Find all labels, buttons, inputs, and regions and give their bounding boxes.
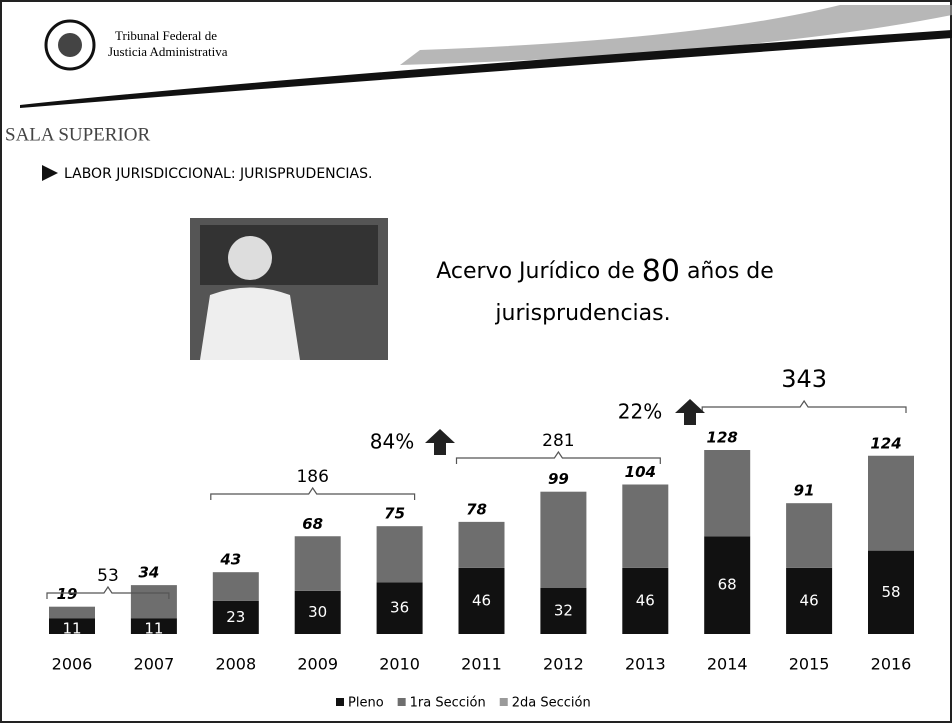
segment-label: 58 <box>881 583 900 601</box>
segment-label: 68 <box>718 576 737 594</box>
segment-label: 46 <box>636 591 655 609</box>
segment-label: 46 <box>472 591 491 609</box>
legend-label: 2da Sección <box>512 696 591 711</box>
total-label: 68 <box>302 515 323 533</box>
x-tick-label: 2008 <box>215 655 256 674</box>
total-label: 75 <box>384 505 405 523</box>
headline-line1: Acervo Jurídico de 80 años de <box>436 254 774 289</box>
bar-segment <box>458 521 505 568</box>
photo-body <box>200 287 300 360</box>
total-label: 128 <box>707 429 738 447</box>
headline-line2: jurisprudencias. <box>494 301 670 326</box>
headline-before: Acervo Jurídico de <box>436 259 635 284</box>
segment-label: 11 <box>144 620 163 638</box>
group-total: 343 <box>781 365 827 393</box>
bar-segment <box>130 618 177 634</box>
bar-segment <box>540 588 587 634</box>
segment-label: 32 <box>554 602 573 620</box>
total-label: 124 <box>870 434 901 452</box>
segment-label: 11 <box>62 620 81 638</box>
bar-segment <box>212 572 259 601</box>
segment-label: 36 <box>390 599 409 617</box>
total-label: 43 <box>219 551 241 569</box>
x-tick-label: 2012 <box>543 655 584 674</box>
x-tick-label: 2010 <box>379 655 420 674</box>
bar-segment <box>622 484 669 568</box>
total-label: 78 <box>466 500 487 518</box>
total-label: 91 <box>794 482 815 500</box>
bar-segment <box>868 455 914 551</box>
x-tick-label: 2015 <box>789 655 830 674</box>
x-tick-label: 2014 <box>707 655 748 674</box>
bar-segment <box>376 526 423 583</box>
total-label: 34 <box>138 564 159 582</box>
group-bracket <box>455 450 661 464</box>
segment-label: 46 <box>800 591 819 609</box>
bar-segment <box>376 582 423 634</box>
bullet-text: LABOR JURISDICCIONAL: JURISPRUDENCIAS. <box>64 166 372 182</box>
bar-segment <box>868 550 914 634</box>
bar-segment <box>294 590 341 634</box>
bar-segment <box>49 618 95 634</box>
header-line2: Justicia Administrativa <box>108 44 228 59</box>
bar-segment <box>786 503 833 568</box>
x-tick-label: 2011 <box>461 655 502 674</box>
total-label: 99 <box>548 470 569 488</box>
growth-label: 84% <box>370 430 414 454</box>
growth-arrow <box>675 399 705 425</box>
bar-segment <box>49 606 95 619</box>
bar-segment <box>704 536 751 634</box>
growth-arrow <box>425 429 455 455</box>
legend-swatch <box>499 698 508 706</box>
bar-segment <box>212 600 259 634</box>
headline-number: 80 <box>642 254 680 289</box>
x-tick-label: 2007 <box>134 655 175 674</box>
bullet-icon <box>42 165 58 181</box>
header-line1: Tribunal Federal de <box>115 28 217 43</box>
legend-label: Pleno <box>348 696 384 711</box>
group-total: 186 <box>296 467 328 487</box>
bar-segment <box>786 567 833 634</box>
group-total: 53 <box>97 566 119 586</box>
group-bracket <box>701 399 907 413</box>
bar-segment <box>458 567 505 634</box>
segment-label: 30 <box>308 603 327 621</box>
legend-swatch <box>397 698 406 706</box>
header-swoosh <box>400 5 952 65</box>
photo-bg <box>200 225 378 285</box>
x-tick-label: 2016 <box>871 655 912 674</box>
headline-after: años de <box>687 259 774 284</box>
bar-segment <box>294 536 341 591</box>
legend-swatch <box>336 698 344 706</box>
segment-label: 23 <box>226 608 245 626</box>
logo-center <box>58 33 82 57</box>
total-label: 104 <box>625 463 656 481</box>
header-rule <box>20 30 952 108</box>
group-bracket <box>210 486 416 500</box>
x-tick-label: 2009 <box>297 655 338 674</box>
bar-segment <box>622 567 669 634</box>
total-label: 19 <box>57 585 78 603</box>
legend-label: 1ra Sección <box>410 696 486 711</box>
x-tick-label: 2006 <box>52 655 93 674</box>
growth-label: 22% <box>618 400 662 424</box>
group-bracket <box>46 585 170 599</box>
bar-segment <box>704 450 751 537</box>
group-total: 281 <box>542 431 574 451</box>
bar-segment <box>540 491 587 588</box>
bar-segment <box>130 585 177 619</box>
section-title: SALA SUPERIOR <box>5 124 150 145</box>
x-tick-label: 2013 <box>625 655 666 674</box>
photo-head <box>228 236 272 280</box>
